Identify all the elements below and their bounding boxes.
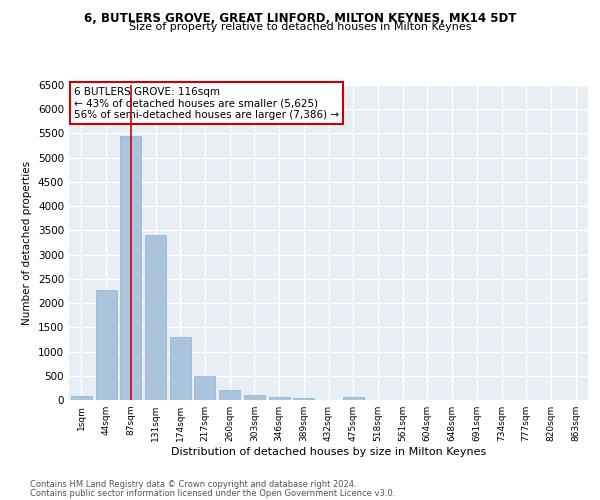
Bar	[95, 290, 116, 400]
Text: 6 BUTLERS GROVE: 116sqm
← 43% of detached houses are smaller (5,625)
56% of semi: 6 BUTLERS GROVE: 116sqm ← 43% of detache…	[74, 86, 340, 120]
Bar	[269, 397, 290, 400]
Y-axis label: Number of detached properties: Number of detached properties	[22, 160, 32, 324]
Text: 6, BUTLERS GROVE, GREAT LINFORD, MILTON KEYNES, MK14 5DT: 6, BUTLERS GROVE, GREAT LINFORD, MILTON …	[84, 12, 516, 26]
Text: Contains HM Land Registry data © Crown copyright and database right 2024.: Contains HM Land Registry data © Crown c…	[30, 480, 356, 489]
Text: Contains public sector information licensed under the Open Government Licence v3: Contains public sector information licen…	[30, 488, 395, 498]
Bar	[71, 396, 92, 400]
Text: Size of property relative to detached houses in Milton Keynes: Size of property relative to detached ho…	[129, 22, 471, 32]
Bar	[293, 398, 314, 400]
Bar	[219, 390, 240, 400]
X-axis label: Distribution of detached houses by size in Milton Keynes: Distribution of detached houses by size …	[171, 447, 486, 457]
Bar	[343, 397, 364, 400]
Bar	[170, 337, 191, 400]
Bar	[194, 376, 215, 400]
Bar	[145, 235, 166, 400]
Bar	[120, 136, 141, 400]
Bar	[244, 395, 265, 400]
